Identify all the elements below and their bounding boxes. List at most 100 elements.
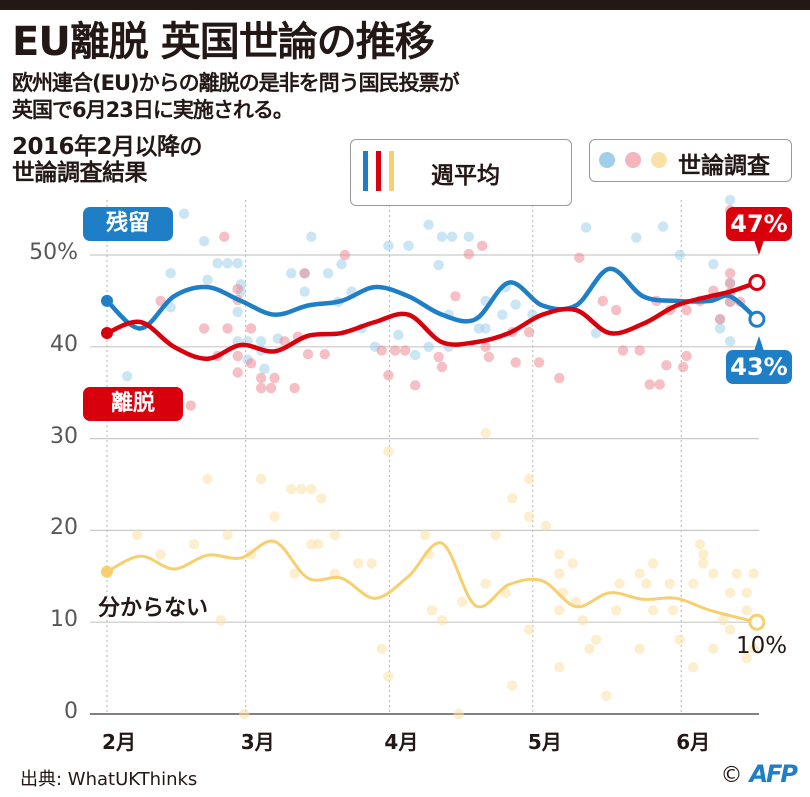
- legend-polls-label: 世論調査: [678, 153, 770, 179]
- leave-poll-dot: [232, 350, 243, 362]
- leave-poll-dot: [436, 361, 448, 373]
- remain-poll-dot: [433, 259, 444, 271]
- dontknow-poll-dot: [329, 529, 340, 541]
- legend-dontknow-dot-icon: [651, 152, 667, 168]
- remain-start-marker: [101, 294, 113, 307]
- poll-dots: [121, 194, 759, 720]
- remain-poll-dot: [259, 363, 270, 375]
- leave-poll-dot: [477, 240, 488, 252]
- source-note: 出典: WhatUKThinks: [20, 769, 198, 790]
- dontknow-poll-dot: [383, 671, 394, 682]
- dontknow-poll-dot: [366, 558, 377, 569]
- dontknow-poll-dot: [667, 605, 679, 616]
- dontknow-poll-dot: [688, 661, 699, 673]
- dontknow-poll-dot: [741, 605, 753, 616]
- remain-poll-dot: [121, 370, 133, 382]
- remain-poll-dot: [724, 336, 736, 347]
- leave-poll-dot: [222, 323, 233, 334]
- remain-poll-dot: [410, 349, 421, 361]
- leave-poll-dot: [644, 379, 655, 390]
- remain-poll-dot: [674, 249, 686, 261]
- dontknow-poll-dot: [523, 511, 535, 522]
- remain-poll-dot: [423, 219, 434, 230]
- dontknow-poll-dot: [600, 690, 612, 701]
- dontknow-poll-dot: [611, 605, 622, 616]
- remain-poll-dot: [202, 274, 213, 285]
- leave-poll-dot: [523, 326, 535, 338]
- dontknow-poll-dot: [376, 643, 387, 655]
- leave-poll-dot: [510, 357, 521, 368]
- remain-poll-dot: [497, 309, 508, 320]
- leave-poll-dot: [533, 357, 545, 368]
- leave-series-label: 離脱: [83, 387, 183, 421]
- dontknow-poll-dot: [456, 596, 468, 608]
- remain-poll-dot: [178, 208, 190, 219]
- leave-poll-dot: [245, 323, 257, 334]
- dontknow-poll-dot: [554, 568, 565, 579]
- chart-title-line-2: 世論調査結果: [12, 160, 148, 186]
- leave-poll-dot: [617, 345, 629, 356]
- dontknow-poll-dot: [634, 568, 645, 579]
- leave-poll-dot: [410, 380, 421, 391]
- legend-weekly-label: 週平均: [431, 163, 500, 189]
- dontknow-poll-dot: [480, 578, 491, 589]
- leave-poll-dot: [232, 283, 243, 295]
- dontknow-poll-dot: [718, 615, 729, 626]
- y-tick-label: 20: [50, 515, 78, 541]
- legend-weekly-average: 週平均: [350, 139, 572, 206]
- remain-poll-dot: [724, 194, 736, 206]
- dontknow-poll-dot: [674, 634, 686, 645]
- leave-poll-dot: [389, 345, 401, 356]
- dontknow-poll-dot: [131, 529, 143, 541]
- remain-poll-dot: [708, 258, 719, 270]
- remain-poll-dot: [336, 258, 347, 270]
- leave-poll-dot: [269, 372, 280, 384]
- remain-poll-dot: [383, 240, 394, 252]
- dontknow-poll-dot: [741, 587, 753, 599]
- remain-poll-dot: [165, 268, 176, 279]
- dontknow-poll-dot: [748, 643, 759, 655]
- dontknow-poll-dot: [202, 473, 213, 485]
- weekly-average-lines: [104, 266, 760, 624]
- remain-poll-dot: [286, 268, 297, 279]
- chart-title-line-1: 2016年2月以降の: [12, 134, 203, 160]
- remain-poll-dot: [232, 258, 243, 269]
- dontknow-poll-dot: [708, 568, 719, 579]
- legend-remain-dot-icon: [599, 152, 615, 168]
- remain-poll-dot: [580, 222, 592, 233]
- dontknow-poll-dot: [634, 643, 645, 655]
- dontknow-end-value-label: 10%: [736, 633, 788, 659]
- remain-poll-dot: [403, 240, 414, 252]
- dontknow-poll-dot: [741, 652, 753, 664]
- leave-poll-dot: [714, 314, 726, 325]
- dontknow-poll-dot: [567, 558, 578, 569]
- dontknow-poll-dot: [239, 708, 250, 720]
- leave-weekly-line: [104, 280, 760, 361]
- subtitle: 欧州連合(EU)からの離脱の是非を問う国民投票が 英国で6月23日に実施される。: [12, 70, 460, 124]
- leave-poll-dot: [574, 252, 585, 263]
- leave-poll-dot: [185, 400, 196, 411]
- x-tick-label: 5月: [527, 730, 562, 754]
- dontknow-poll-dot: [724, 624, 736, 635]
- remain-poll-dot: [212, 258, 223, 269]
- dontknow-poll-dot: [312, 538, 324, 550]
- dontknow-poll-dot: [688, 578, 699, 589]
- top-bar: [0, 0, 810, 10]
- afp-logo: AFP: [749, 760, 798, 788]
- leave-poll-dot: [450, 291, 461, 302]
- remain-poll-dot: [510, 299, 521, 310]
- end-markers: [101, 274, 766, 631]
- leave-poll-dot: [634, 345, 645, 356]
- dontknow-end-marker: [748, 613, 766, 631]
- chart-title: 2016年2月以降の 世論調査結果: [12, 134, 203, 186]
- copyright-symbol: ©: [720, 763, 743, 788]
- y-tick-label: 40: [50, 331, 78, 357]
- x-tick-label: 3月: [240, 730, 275, 754]
- dontknow-poll-dot: [155, 549, 166, 560]
- leave-poll-dot: [155, 295, 166, 307]
- leave-poll-dot: [339, 249, 351, 261]
- remain-poll-dot: [446, 231, 458, 242]
- dontknow-poll-dot: [724, 587, 736, 599]
- dontknow-poll-dot: [698, 549, 709, 560]
- legend-leave-dot-icon: [625, 152, 641, 168]
